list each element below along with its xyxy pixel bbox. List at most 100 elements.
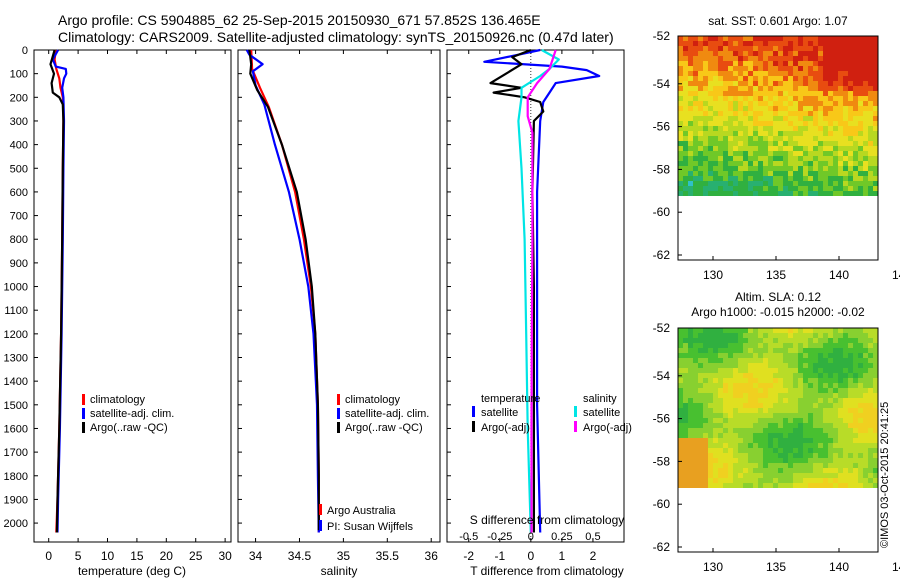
map-cell <box>808 41 813 46</box>
map-cell <box>768 126 773 131</box>
map-cell <box>853 91 858 96</box>
map-cell <box>808 423 813 428</box>
map-cell <box>703 96 708 101</box>
map-cell <box>803 453 808 458</box>
map-cell <box>788 443 793 448</box>
map-cell <box>823 191 828 196</box>
map-cell <box>693 388 698 393</box>
map-cell <box>753 448 758 453</box>
map-cell <box>853 126 858 131</box>
map-cell <box>808 156 813 161</box>
map-cell <box>793 368 798 373</box>
map-cell <box>768 468 773 473</box>
map-cell <box>853 191 858 196</box>
map-cell <box>863 61 868 66</box>
map-cell <box>683 96 688 101</box>
map-cell <box>858 51 863 56</box>
map-cell <box>863 478 868 483</box>
map-cell <box>778 453 783 458</box>
map-cell <box>768 161 773 166</box>
map-cell <box>748 413 753 418</box>
map-cell <box>873 186 878 191</box>
map-cell <box>813 443 818 448</box>
map-cell <box>843 171 848 176</box>
map-cell <box>813 126 818 131</box>
map-cell <box>808 348 813 353</box>
map-cell <box>763 136 768 141</box>
map-cell <box>838 91 843 96</box>
map-cell <box>843 333 848 338</box>
map-cell <box>723 458 728 463</box>
map-cell <box>773 378 778 383</box>
map-cell <box>858 126 863 131</box>
map-cell <box>713 36 718 41</box>
map-cell <box>803 393 808 398</box>
x-top-tick-label: -0.25 <box>487 531 512 543</box>
map-cell <box>863 96 868 101</box>
map-cell <box>833 368 838 373</box>
map-cell <box>828 121 833 126</box>
map-cell <box>723 156 728 161</box>
map-cell <box>743 76 748 81</box>
map-cell <box>753 191 758 196</box>
map-cell <box>748 438 753 443</box>
map-cell <box>843 66 848 71</box>
map-cell <box>818 353 823 358</box>
map-cell <box>843 393 848 398</box>
map-cell <box>703 408 708 413</box>
map-cell <box>863 166 868 171</box>
map-cell <box>863 66 868 71</box>
legend-swatch-climatology <box>82 394 85 405</box>
map-cell <box>778 111 783 116</box>
map-cell <box>798 81 803 86</box>
map-cell <box>848 478 853 483</box>
map-cell <box>773 343 778 348</box>
map-cell <box>708 51 713 56</box>
map-cell <box>738 463 743 468</box>
map-cell <box>773 46 778 51</box>
map-cell <box>813 333 818 338</box>
map-cell <box>803 121 808 126</box>
map-cell <box>718 428 723 433</box>
map-cell <box>853 358 858 363</box>
map-cell <box>748 473 753 478</box>
map-cell <box>853 136 858 141</box>
map-cell <box>753 106 758 111</box>
map-cell <box>788 171 793 176</box>
map-cell <box>763 378 768 383</box>
map-cell <box>693 141 698 146</box>
map-cell <box>778 373 783 378</box>
map-cell <box>828 186 833 191</box>
map-cell <box>813 81 818 86</box>
map-cell <box>818 448 823 453</box>
map-cell <box>808 338 813 343</box>
map-cell <box>753 91 758 96</box>
map-cell <box>803 126 808 131</box>
map-cell <box>728 151 733 156</box>
map-cell <box>773 151 778 156</box>
map-cell <box>863 378 868 383</box>
map-cell <box>753 398 758 403</box>
map-cell <box>823 76 828 81</box>
map-cell <box>793 186 798 191</box>
map-cell <box>743 413 748 418</box>
map-cell <box>688 126 693 131</box>
map-cell <box>843 383 848 388</box>
x-tick-label: 2 <box>590 549 597 563</box>
map-cell <box>793 161 798 166</box>
map-cell <box>703 86 708 91</box>
map-cell <box>743 51 748 56</box>
map-cell <box>688 408 693 413</box>
series-line-argo-raw-qc- <box>49 49 65 533</box>
map-cell <box>768 191 773 196</box>
map-cell <box>748 91 753 96</box>
map-cell <box>793 393 798 398</box>
map-cell <box>838 66 843 71</box>
map-cell <box>773 418 778 423</box>
map-cell <box>783 91 788 96</box>
map-cell <box>678 56 683 61</box>
map-cell <box>743 86 748 91</box>
map-cell <box>823 388 828 393</box>
map-cell <box>763 116 768 121</box>
map-cell <box>703 71 708 76</box>
